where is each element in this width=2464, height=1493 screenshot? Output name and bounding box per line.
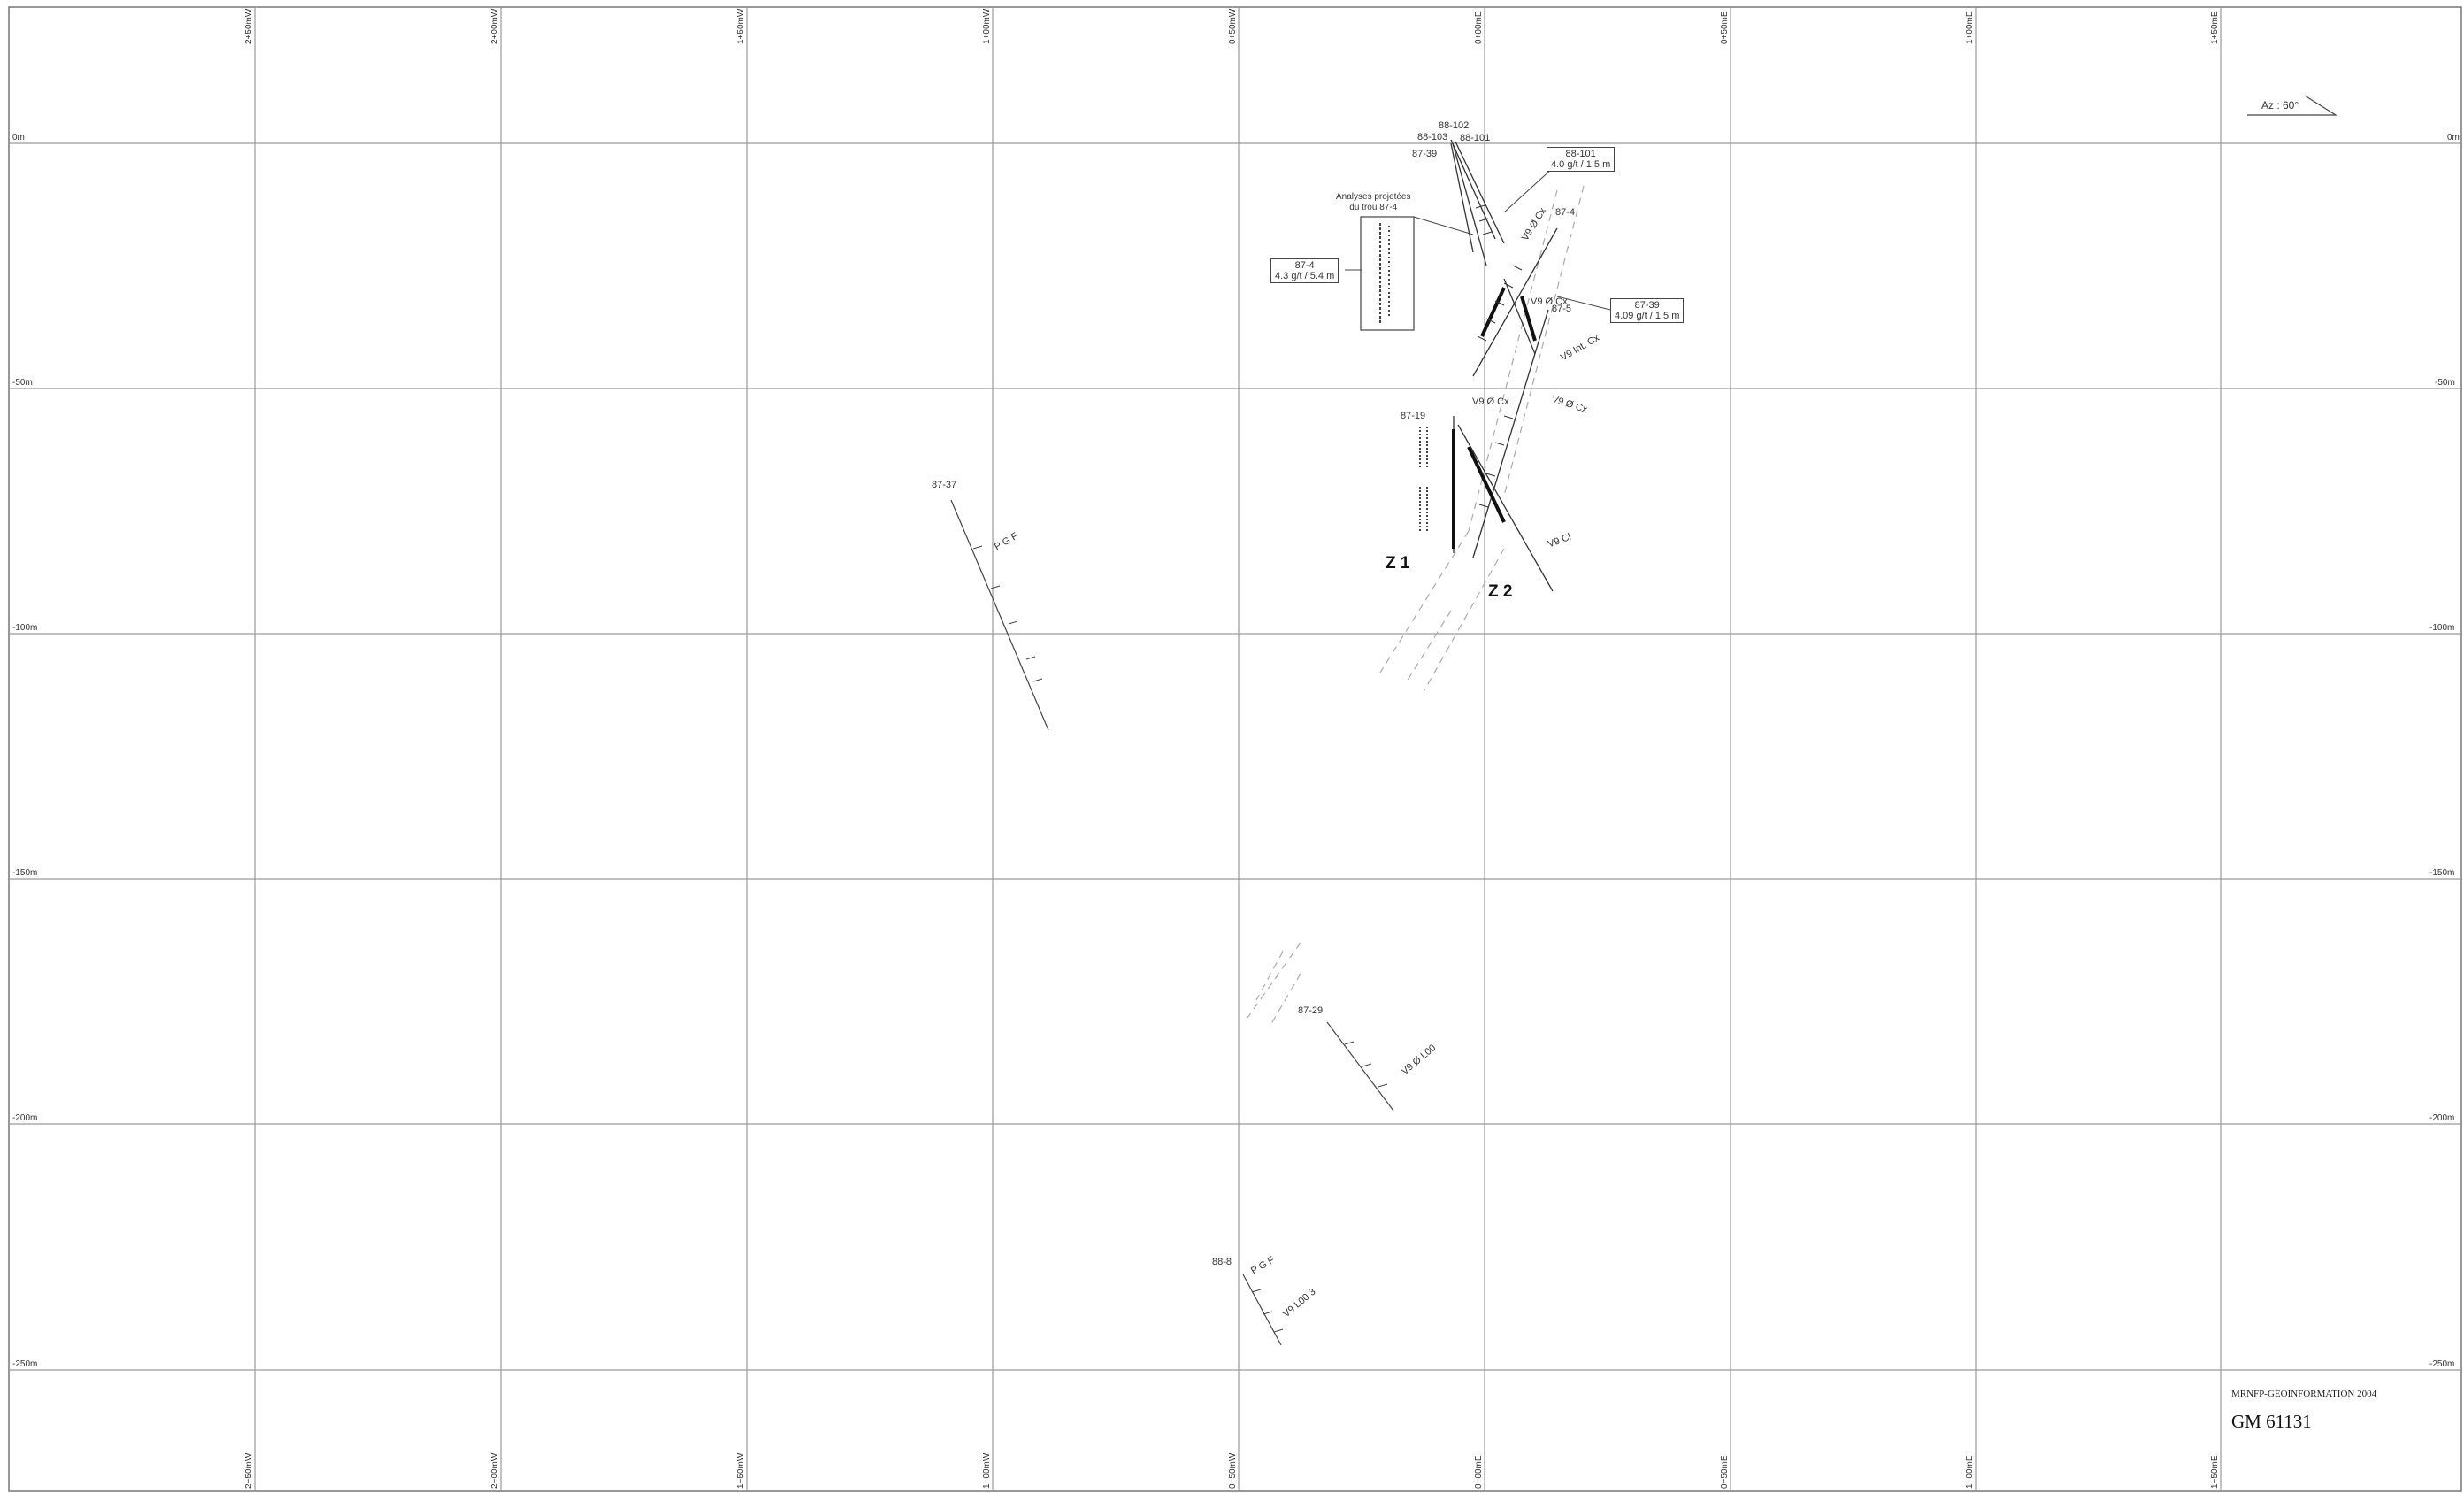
depth-label-right-m250m: -250m: [2429, 1359, 2455, 1369]
easting-top-1p00mW: 1+00mW: [982, 8, 992, 44]
hole-label-87-5: 87-5: [1552, 304, 1572, 314]
easting-bottom-1p00mE: 1+00mE: [1965, 1455, 1975, 1489]
azimuth-arrow-icon: [2247, 95, 2338, 116]
vein-label-4: V9 Ø Cx: [1472, 396, 1509, 407]
depth-label-m50m: -50m: [12, 378, 33, 388]
azimuth-label: Az : 60°: [2261, 99, 2299, 112]
projection-note-line1: Analyses projetées: [1336, 192, 1411, 202]
callout-88-101: 88-101 4.0 g/t / 1.5 m: [1547, 147, 1616, 172]
sheet-number: GM 61131: [2231, 1411, 2312, 1432]
hole-88-8-ticks: [1251, 1289, 1284, 1333]
hole-label-87-37: 87-37: [932, 480, 957, 490]
callout-87-4-hole: 87-4: [1294, 260, 1315, 271]
hole-87-37-trace: [950, 499, 1049, 731]
zone-label-z2: Z 2: [1488, 582, 1513, 601]
hole-88-8-trace: [1242, 1274, 1282, 1346]
hole-87-29-trace: [1326, 1021, 1394, 1112]
easting-bottom-0p50mE: 0+50mE: [1720, 1455, 1730, 1489]
easting-top-1p50mW: 1+50mW: [736, 8, 746, 44]
hole-87-5-trace: [1503, 278, 1536, 355]
hole-long-diag: [1472, 309, 1549, 558]
assay-profile-bars: [1379, 223, 1390, 323]
hole-label-88-8: 88-8: [1212, 1257, 1232, 1267]
easting-top-1p50mE: 1+50mE: [2210, 11, 2220, 44]
easting-bottom-0p00mE: 0+00mE: [1474, 1455, 1484, 1489]
easting-bottom-1p50mE: 1+50mE: [2210, 1455, 2220, 1489]
hole-label-87-39: 87-39: [1412, 149, 1438, 159]
easting-top-1p00mE: 1+00mE: [1965, 11, 1975, 44]
callout-88-101-hole: 88-101: [1565, 149, 1596, 159]
easting-top-0p50mW: 0+50mW: [1228, 8, 1238, 44]
hole-87-37-ticks: [972, 545, 1043, 682]
hole-diag-down: [1457, 424, 1554, 592]
depth-label-m150m: -150m: [12, 868, 38, 878]
hole-88-101-trace: [1455, 141, 1505, 244]
depth-label-m100m: -100m: [12, 623, 38, 633]
credit-label: MRNFP-GÉOINFORMATION 2004: [2231, 1389, 2377, 1399]
easting-bottom-2p50mW: 2+50mW: [244, 1452, 254, 1489]
callout-leaders: [1345, 167, 1611, 311]
easting-top-2p50mW: 2+50mW: [244, 8, 254, 44]
assay-leader: [1413, 216, 1474, 235]
hole-88-103-trace: [1450, 142, 1474, 253]
depth-label-m200m: -200m: [12, 1113, 38, 1123]
easting-bottom-1p50mW: 1+50mW: [736, 1452, 746, 1489]
depth-label-right-m150m: -150m: [2429, 868, 2455, 878]
ore-intersections: [1452, 287, 1537, 549]
callout-87-39-grade: 4.09 g/t / 1.5 m: [1615, 311, 1680, 321]
easting-top-0p00mE: 0+00mE: [1474, 11, 1484, 44]
hole-87-29-ticks: [1344, 1041, 1388, 1088]
easting-top-2p00mW: 2+00mW: [490, 8, 500, 44]
callout-88-101-grade: 4.0 g/t / 1.5 m: [1551, 159, 1611, 170]
hole-label-88-102: 88-102: [1439, 120, 1470, 131]
depth-label-right-m50m: -50m: [2435, 378, 2455, 388]
depth-label-right-0m: 0m: [2447, 133, 2460, 142]
assay-strips-87-19: [1419, 427, 1428, 531]
hole-label-87-19: 87-19: [1401, 411, 1426, 421]
hole-label-87-29: 87-29: [1298, 1005, 1324, 1016]
hole-label-88-103: 88-103: [1417, 132, 1448, 142]
easting-top-0p50mE: 0+50mE: [1720, 11, 1730, 44]
grid-horizontals: [9, 142, 2461, 1371]
depth-label-right-m200m: -200m: [2429, 1113, 2455, 1123]
depth-label-m250m: -250m: [12, 1359, 38, 1369]
depth-label-0m: 0m: [12, 133, 25, 142]
easting-bottom-0p50mW: 0+50mW: [1228, 1452, 1238, 1489]
map-frame: [8, 6, 2462, 1492]
hole-88-102-trace: [1450, 139, 1496, 240]
callout-87-4: 87-4 4.3 g/t / 5.4 m: [1270, 258, 1339, 283]
hole-label-88-101: 88-101: [1460, 133, 1491, 143]
callout-87-4-grade: 4.3 g/t / 5.4 m: [1275, 271, 1335, 281]
callout-87-39-hole: 87-39: [1634, 300, 1660, 311]
grid-verticals: [254, 7, 2222, 1491]
easting-bottom-1p00mW: 1+00mW: [982, 1452, 992, 1489]
projection-note: Analyses projetées du trou 87-4: [1336, 192, 1411, 213]
hole-87-39-trace: [1452, 142, 1487, 266]
depth-label-right-m100m: -100m: [2429, 623, 2455, 633]
projection-note-line2: du trou 87-4: [1349, 203, 1398, 212]
vein-label-2: V9 Ø Cx: [1531, 296, 1568, 307]
hole-87-4-trace: [1472, 227, 1558, 377]
dashed-traces: [1247, 185, 1585, 1027]
sample-ticks: [1475, 204, 1523, 508]
easting-bottom-2p00mW: 2+00mW: [490, 1452, 500, 1489]
assay-profile-box: [1360, 216, 1415, 331]
zone-label-z1: Z 1: [1386, 554, 1410, 573]
callout-87-39: 87-39 4.09 g/t / 1.5 m: [1610, 298, 1685, 323]
hole-label-87-4: 87-4: [1555, 207, 1576, 218]
